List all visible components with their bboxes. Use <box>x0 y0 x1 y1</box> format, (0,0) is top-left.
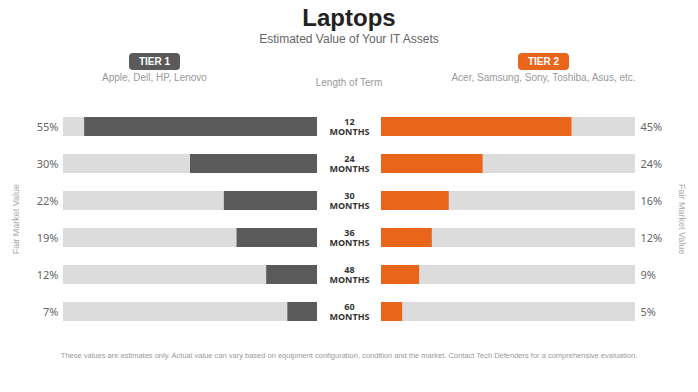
html-text:Apple, Dell, HP, Lenovo: Apple, Dell, HP, Lenovo <box>102 72 207 83</box>
html-text:TIER 1: TIER 1 <box>138 56 171 67</box>
svg-text:36MONTHS: 36MONTHS <box>330 226 370 249</box>
html-text:These values are estimates onl: These values are estimates only. Actual … <box>60 351 638 360</box>
svg-text:19%: 19% <box>37 230 59 245</box>
html-text:Laptops: Laptops <box>302 4 396 31</box>
svg-text:22%: 22% <box>37 193 59 208</box>
svg-text:30MONTHS: 30MONTHS <box>330 189 370 212</box>
svg-text:16%: 16% <box>641 193 663 208</box>
svg-text:55%: 55% <box>37 119 59 134</box>
svg-text:60MONTHS: 60MONTHS <box>330 300 370 323</box>
html-text:Fair Market Value: Fair Market Value <box>11 184 21 255</box>
svg-text:9%: 9% <box>641 267 656 282</box>
svg-text:7%: 7% <box>43 304 58 319</box>
svg-text:30%: 30% <box>37 156 59 171</box>
svg-text:12MONTHS: 12MONTHS <box>330 115 370 138</box>
svg-text:24%: 24% <box>641 156 663 171</box>
svg-text:12%: 12% <box>37 267 59 282</box>
svg-text:45%: 45% <box>641 119 663 134</box>
html-text:TIER 2: TIER 2 <box>527 56 560 67</box>
svg-text:48MONTHS: 48MONTHS <box>330 263 370 286</box>
html-text:Acer, Samsung, Sony, Toshiba,: Acer, Samsung, Sony, Toshiba, Asus, etc. <box>451 72 636 83</box>
svg-text:24MONTHS: 24MONTHS <box>330 152 370 175</box>
html-text:Fair Market Value: Fair Market Value <box>677 184 687 255</box>
svg-text:5%: 5% <box>641 304 656 319</box>
svg-text:12%: 12% <box>641 230 663 245</box>
html-text:Length of Term: Length of Term <box>315 77 383 88</box>
html-text:Estimated Value of Your IT Ass: Estimated Value of Your IT Assets <box>259 32 439 46</box>
